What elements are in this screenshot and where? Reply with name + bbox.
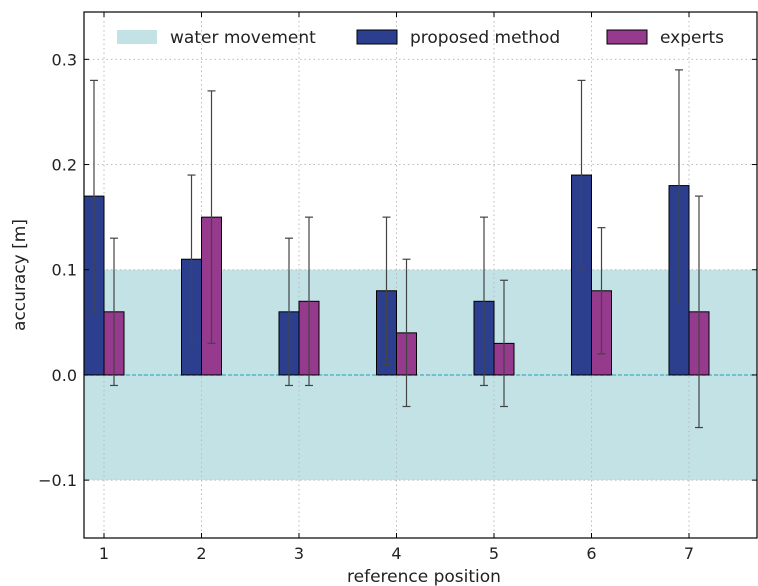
error-bar-experts-6 [597, 227, 606, 355]
error-bar-proposed-method-2 [187, 174, 196, 344]
x-tick-label-5: 5 [489, 544, 499, 563]
y-axis-ticks: −0.1 0.0 0.1 0.2 0.3 [38, 50, 757, 490]
error-bar-experts-2 [207, 90, 216, 344]
error-bars [90, 69, 703, 429]
error-bar-experts-1 [110, 237, 118, 387]
error-bar-proposed-method-6 [577, 79, 586, 271]
legend-swatch-experts [606, 29, 648, 45]
y-tick-label-3: 0.2 [52, 156, 77, 175]
legend-swatch-water-movement [117, 30, 157, 44]
legend-label-proposed-method: proposed method [410, 28, 560, 48]
x-axis-label: reference position [347, 567, 501, 586]
x-tick-label-6: 6 [586, 544, 596, 563]
error-bar-proposed-method-7 [675, 69, 683, 302]
x-tick-label-2: 2 [196, 544, 206, 563]
error-bar-proposed-method-1 [90, 79, 98, 313]
x-axis-ticks: 1 2 3 4 5 6 7 [99, 12, 694, 563]
y-axis-label: accuracy [m] [10, 219, 30, 331]
error-bar-proposed-method-5 [480, 216, 488, 387]
y-tick-label-1: 0.0 [52, 366, 77, 385]
legend-label-water-movement: water movement [170, 28, 316, 48]
error-bar-experts-4 [402, 258, 411, 408]
x-tick-label-4: 4 [391, 544, 401, 563]
error-bar-experts-5 [500, 279, 508, 408]
legend-label-experts: experts [660, 28, 724, 48]
error-bar-experts-3 [305, 216, 313, 387]
x-tick-label-3: 3 [294, 544, 304, 563]
error-bar-proposed-method-3 [285, 237, 293, 387]
plot-area [84, 12, 757, 538]
x-tick-label-1: 1 [99, 544, 109, 563]
x-tick-label-7: 7 [684, 544, 694, 563]
y-tick-label-0: −0.1 [38, 471, 77, 490]
y-tick-label-2: 0.1 [52, 261, 77, 280]
error-bar-experts-7 [695, 195, 703, 429]
legend: water movement proposed method experts [117, 28, 724, 48]
legend-swatch-proposed-method [356, 29, 398, 45]
plot-frame [83, 11, 758, 539]
y-tick-label-4: 0.3 [52, 50, 77, 69]
error-bar-proposed-method-4 [382, 216, 391, 366]
